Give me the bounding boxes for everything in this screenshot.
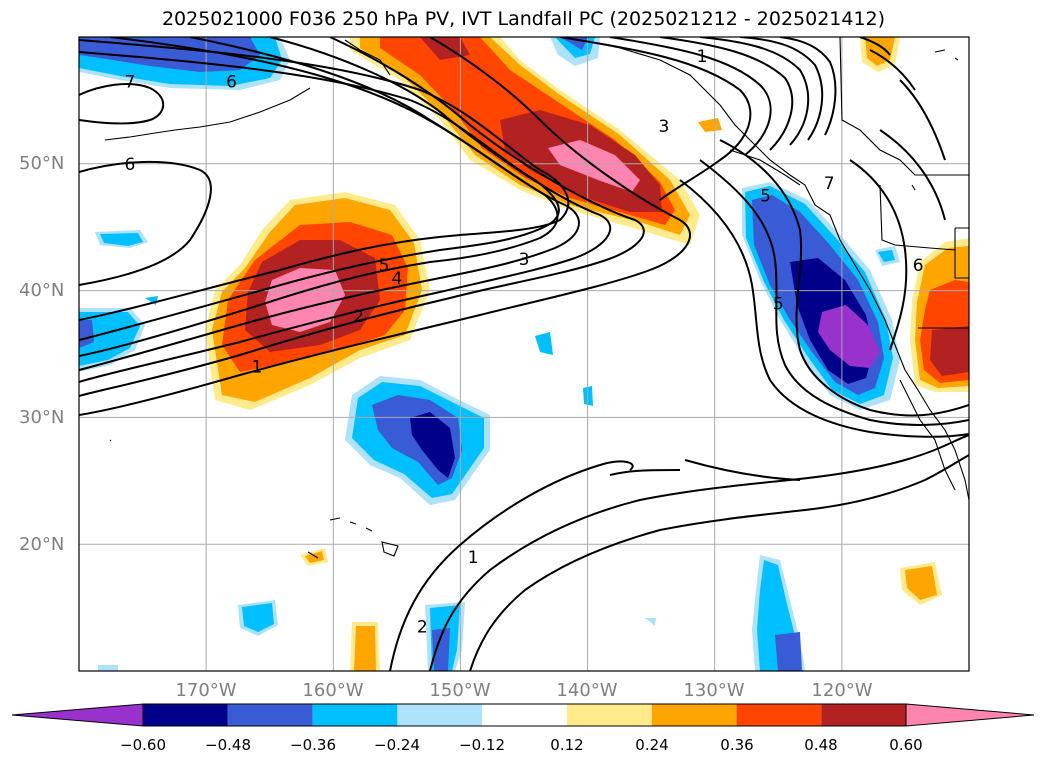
contour-label: 6 <box>226 72 237 92</box>
contour-label: 5 <box>773 294 784 314</box>
pv-anomaly-shading <box>79 37 969 671</box>
positive-blob-southwest <box>910 238 969 392</box>
colorbar-swatch <box>227 704 313 726</box>
colorbar-swatch <box>397 704 483 726</box>
colorbar-label: −0.36 <box>290 736 336 754</box>
lat-label: 30°N <box>19 407 65 428</box>
colorbar <box>11 703 1035 727</box>
colorbar-label: 0.12 <box>550 736 584 754</box>
colorbar-label: −0.48 <box>205 736 251 754</box>
lat-label: 50°N <box>19 153 65 174</box>
lon-label: 120°W <box>811 680 873 701</box>
colorbar-label: 0.48 <box>804 736 838 754</box>
gridlines <box>79 37 969 671</box>
colorbar-label: −0.12 <box>459 736 505 754</box>
contour-label: 2 <box>353 307 364 327</box>
ivt-contours <box>79 37 969 671</box>
contour-label: 1 <box>468 548 479 568</box>
contour-label: 6 <box>913 256 924 276</box>
contour-label: 6 <box>124 155 135 175</box>
colorbar-extend-min <box>11 703 144 727</box>
contour-label: 5 <box>760 187 771 207</box>
lon-label: 150°W <box>429 680 491 701</box>
colorbar-swatch <box>567 704 652 726</box>
lon-label: 130°W <box>683 680 745 701</box>
colorbar-swatch <box>143 704 228 726</box>
contour-label: 7 <box>824 174 835 194</box>
lat-label: 20°N <box>19 534 65 555</box>
negative-west-edge <box>79 230 158 372</box>
colorbar-label: 0.60 <box>889 736 923 754</box>
colorbar-swatch <box>482 704 567 726</box>
lat-label: 40°N <box>19 280 65 301</box>
colorbar-swatch <box>312 704 398 726</box>
contour-label: 7 <box>124 72 135 92</box>
lon-label: 140°W <box>556 680 618 701</box>
colorbar-swatch <box>736 704 822 726</box>
lon-label: 160°W <box>302 680 364 701</box>
contour-label: 3 <box>658 117 669 137</box>
map-title: 2025021000 F036 250 hPa PV, IVT Landfall… <box>161 8 886 30</box>
colorbar-label: −0.24 <box>374 736 420 754</box>
contour-label: 1 <box>697 47 708 67</box>
coastlines <box>104 37 969 559</box>
colorbar-swatch <box>651 704 737 726</box>
contour-label: 2 <box>417 618 428 638</box>
colorbar-extend-max <box>905 703 1035 727</box>
negative-trough-westcoast <box>742 182 900 410</box>
contour-label: 1 <box>252 358 263 378</box>
positive-streak-northeast <box>350 37 700 245</box>
contour-label: 3 <box>519 250 530 270</box>
colorbar-label: 0.36 <box>720 736 754 754</box>
contour-label: 5 <box>379 256 390 276</box>
map-frame <box>78 36 970 672</box>
colorbar-swatch <box>821 704 907 726</box>
contour-label: 4 <box>391 269 402 289</box>
colorbar-label: 0.24 <box>635 736 669 754</box>
negative-subtropical <box>345 376 490 505</box>
negative-small-patches <box>98 332 805 671</box>
lon-label: 170°W <box>175 680 237 701</box>
colorbar-label: −0.60 <box>120 736 166 754</box>
